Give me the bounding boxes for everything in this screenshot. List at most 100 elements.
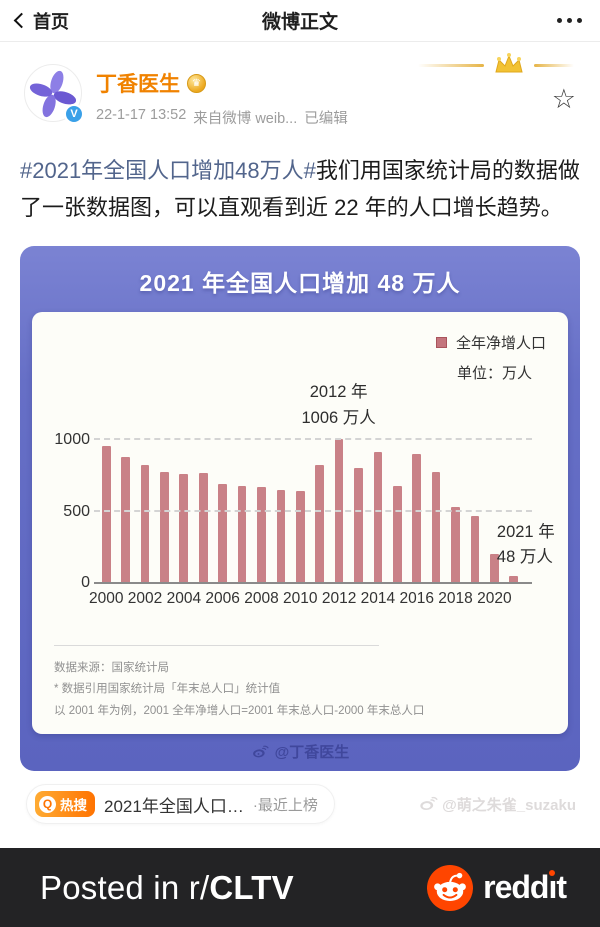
user-watermark-text: @萌之朱雀_suzaku — [442, 796, 576, 814]
post-meta: 22-1-17 13:52 来自微博 weib... 已编辑 — [96, 107, 348, 128]
search-icon: Q — [39, 795, 56, 813]
x-label-2012: 2012 — [321, 590, 357, 607]
post-body-text: #2021年全国人口增加48万人#我们用国家统计局的数据做了一张数据图，可以直观… — [0, 128, 600, 226]
legend-swatch — [435, 337, 447, 348]
crown-line-left — [418, 63, 484, 67]
member-medal-icon: ♛ — [187, 73, 206, 93]
x-label-2016: 2016 — [399, 590, 434, 607]
favorite-star-icon[interactable]: ☆ — [551, 84, 576, 114]
hot-search-pill[interactable]: Q 热搜 2021年全国人口… ·最近上榜 — [26, 784, 335, 824]
chart-card: 全年净增人口 单位：万人 0 500 1000 2012 年 1006 万人 2021 年… — [32, 312, 568, 734]
hashtag-link[interactable]: #2021年全国人口增加48万人# — [20, 158, 316, 183]
avatar[interactable]: V — [24, 64, 84, 124]
bar-2011 — [315, 465, 324, 583]
hot-search-row: Q 热搜 2021年全国人口… ·最近上榜 @萌之朱雀_suzaku — [0, 771, 600, 834]
crown-icon — [495, 53, 523, 73]
navbar: 首页 微博正文 — [0, 0, 600, 42]
bar-2021 — [509, 576, 519, 583]
gridline-500 — [94, 509, 532, 512]
bar-2000 — [101, 446, 111, 583]
back-label: 首页 — [33, 11, 69, 32]
x-label-2020: 2020 — [477, 590, 512, 607]
post-header: V 丁香医生 ♛ 22-1-17 13:52 来自微博 weib... 已编辑 … — [0, 42, 600, 128]
post-body-rest: 我们用国家统计局的数据做了一张数据图，可以直观看到近 22 年的人口增长趋势。 — [20, 158, 580, 220]
hot-badge-label: 热搜 — [60, 798, 87, 813]
subreddit-name: CLTV — [209, 868, 294, 906]
x-axis-labels: 2000 2002 2004 2006 2008 2010 2012 2014 2016 2018… — [89, 590, 520, 610]
posted-prefix: Posted in r/ — [40, 868, 210, 906]
x-label-2000: 2000 — [88, 590, 124, 607]
footnote-2: 以 2001 年为例，2001 全年净增人口=2001 年末总人口-2000 年… — [54, 704, 425, 717]
user-watermark: @萌之朱雀_suzaku — [418, 794, 576, 815]
footnote-divider — [54, 645, 379, 647]
weibo-icon — [420, 796, 438, 810]
bar-2005 — [198, 473, 208, 583]
edited-flag: 已编辑 — [304, 111, 348, 127]
chart-watermark-text: @丁香医生 — [274, 744, 350, 761]
hot-search-title: 2021年全国人口… — [104, 796, 244, 816]
source-app: 来自微博 weib... — [193, 111, 298, 127]
y-tick-500: 500 — [63, 502, 90, 520]
back-button[interactable]: 首页 — [13, 8, 69, 34]
bar-2004 — [179, 474, 189, 583]
timestamp: 22-1-17 13:52 — [96, 107, 187, 123]
chart-legend: 全年净增人口 单位：万人 — [435, 332, 546, 383]
annotation-2012: 2012 年 1006 万人 — [301, 383, 376, 427]
bar-2009 — [276, 490, 286, 583]
chart-title: 2021 年全国人口增加 48 万人 — [139, 270, 461, 296]
bar-plot: 0 500 1000 2012 年 1006 万人 2021 年 48 万人 — [54, 383, 554, 591]
bar-2010 — [295, 491, 305, 583]
bar-2015 — [392, 485, 402, 583]
x-label-2018: 2018 — [438, 590, 473, 607]
bar-2017 — [431, 471, 441, 583]
x-label-2004: 2004 — [166, 590, 202, 607]
bar-2003 — [160, 472, 169, 583]
chart-image[interactable]: 2021 年全国人口增加 48 万人 全年净增人口 单位：万人 0 500 1000… — [20, 246, 580, 771]
page-title: 微博正文 — [261, 12, 339, 33]
bar-2018 — [451, 507, 460, 583]
back-chevron-icon — [13, 12, 30, 29]
vip-crown-decoration — [418, 52, 574, 78]
bar-2001 — [121, 456, 130, 583]
bar-2014 — [373, 451, 383, 583]
hot-search-badge: Q 热搜 — [35, 791, 95, 817]
unit-label: 单位：万人 — [456, 365, 532, 382]
weibo-icon — [252, 745, 269, 757]
weibo-post: V 丁香医生 ♛ 22-1-17 13:52 来自微博 weib... 已编辑 … — [0, 42, 600, 230]
reddit-banner: Posted in r/CLTV reddı t — [0, 848, 600, 927]
hot-search-suffix: ·最近上榜 — [252, 796, 318, 814]
bar-plot-area: 0 500 1000 2012 年 1006 万人 2021 年 48 万人 2000 200… — [54, 383, 554, 610]
data-source: 数据来源：国家统计局 — [54, 662, 169, 675]
lilac-flower-logo — [24, 64, 82, 122]
chart-footnotes: 数据来源：国家统计局 * 数据引用国家统计局「年末总人口」统计值 以 2001 … — [54, 645, 546, 722]
bar-2007 — [237, 485, 247, 583]
bar-2008 — [257, 486, 266, 583]
verified-badge-icon: V — [64, 104, 84, 124]
legend-label: 全年净增人口 — [455, 335, 546, 352]
x-label-2006: 2006 — [205, 590, 240, 607]
x-label-2014: 2014 — [360, 590, 396, 607]
reddit-wordmark: reddı t — [483, 869, 567, 905]
reddit-logo[interactable]: reddı t — [427, 864, 567, 911]
bar-2006 — [218, 484, 227, 583]
bar-2020 — [489, 553, 499, 583]
reddit-i-dot — [549, 870, 556, 876]
x-axis-line — [94, 582, 532, 584]
bar-2013 — [354, 468, 363, 583]
bar-2002 — [140, 465, 150, 583]
reddit-snoo-icon — [427, 864, 474, 911]
x-label-2008: 2008 — [244, 590, 279, 607]
more-options-icon[interactable] — [555, 12, 584, 29]
footnote-1: * 数据引用国家统计局「年末总人口」统计值 — [54, 683, 281, 696]
chart-watermark: @丁香医生 — [32, 734, 568, 771]
x-label-2010: 2010 — [283, 590, 318, 607]
annotation-2021: 2021 年 48 万人 — [496, 522, 555, 567]
gridline-1000 — [94, 438, 532, 441]
y-tick-0: 0 — [81, 574, 90, 591]
bar-2016 — [412, 453, 422, 583]
bar-2019 — [470, 516, 480, 583]
crown-line-right — [534, 63, 574, 67]
author-name[interactable]: 丁香医生 — [96, 73, 180, 96]
posted-in-text: Posted in r/CLTV — [40, 869, 294, 907]
x-label-2002: 2002 — [127, 590, 163, 607]
